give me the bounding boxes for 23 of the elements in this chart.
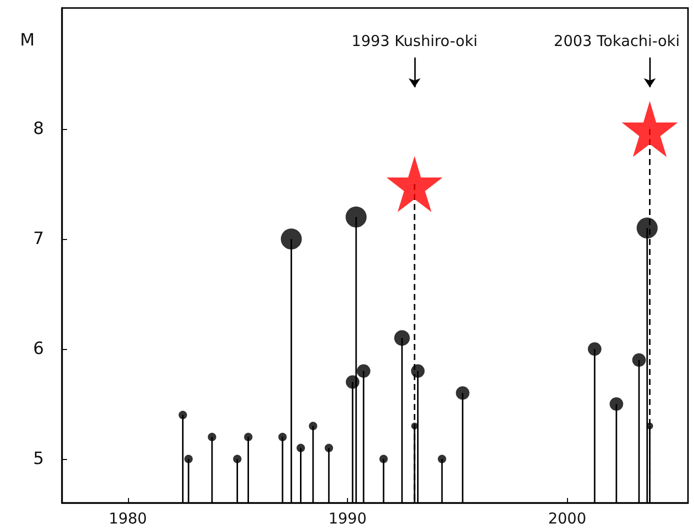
annotation: 1993 Kushiro-oki <box>352 32 478 50</box>
y-tick-label: 6 <box>33 339 44 359</box>
annotation: 2003 Tokachi-oki <box>554 32 680 50</box>
point <box>438 454 446 464</box>
point <box>244 432 252 442</box>
point <box>379 454 388 464</box>
y-tick-label: 7 <box>33 229 44 249</box>
x-tick-label: 1980 <box>108 510 147 528</box>
x-tick-label: 1990 <box>328 510 367 528</box>
y-tick-label: 5 <box>33 449 44 469</box>
point <box>178 410 188 420</box>
point <box>386 156 443 212</box>
x-tick-label: 2000 <box>548 510 586 528</box>
point <box>308 422 318 430</box>
y-tick-label: 8 <box>33 119 44 139</box>
point <box>622 101 678 157</box>
point <box>324 444 334 452</box>
y-axis-title: M <box>20 30 35 50</box>
point <box>278 432 287 442</box>
point <box>208 432 216 442</box>
point <box>233 454 242 464</box>
point <box>296 444 305 452</box>
point <box>184 454 193 464</box>
